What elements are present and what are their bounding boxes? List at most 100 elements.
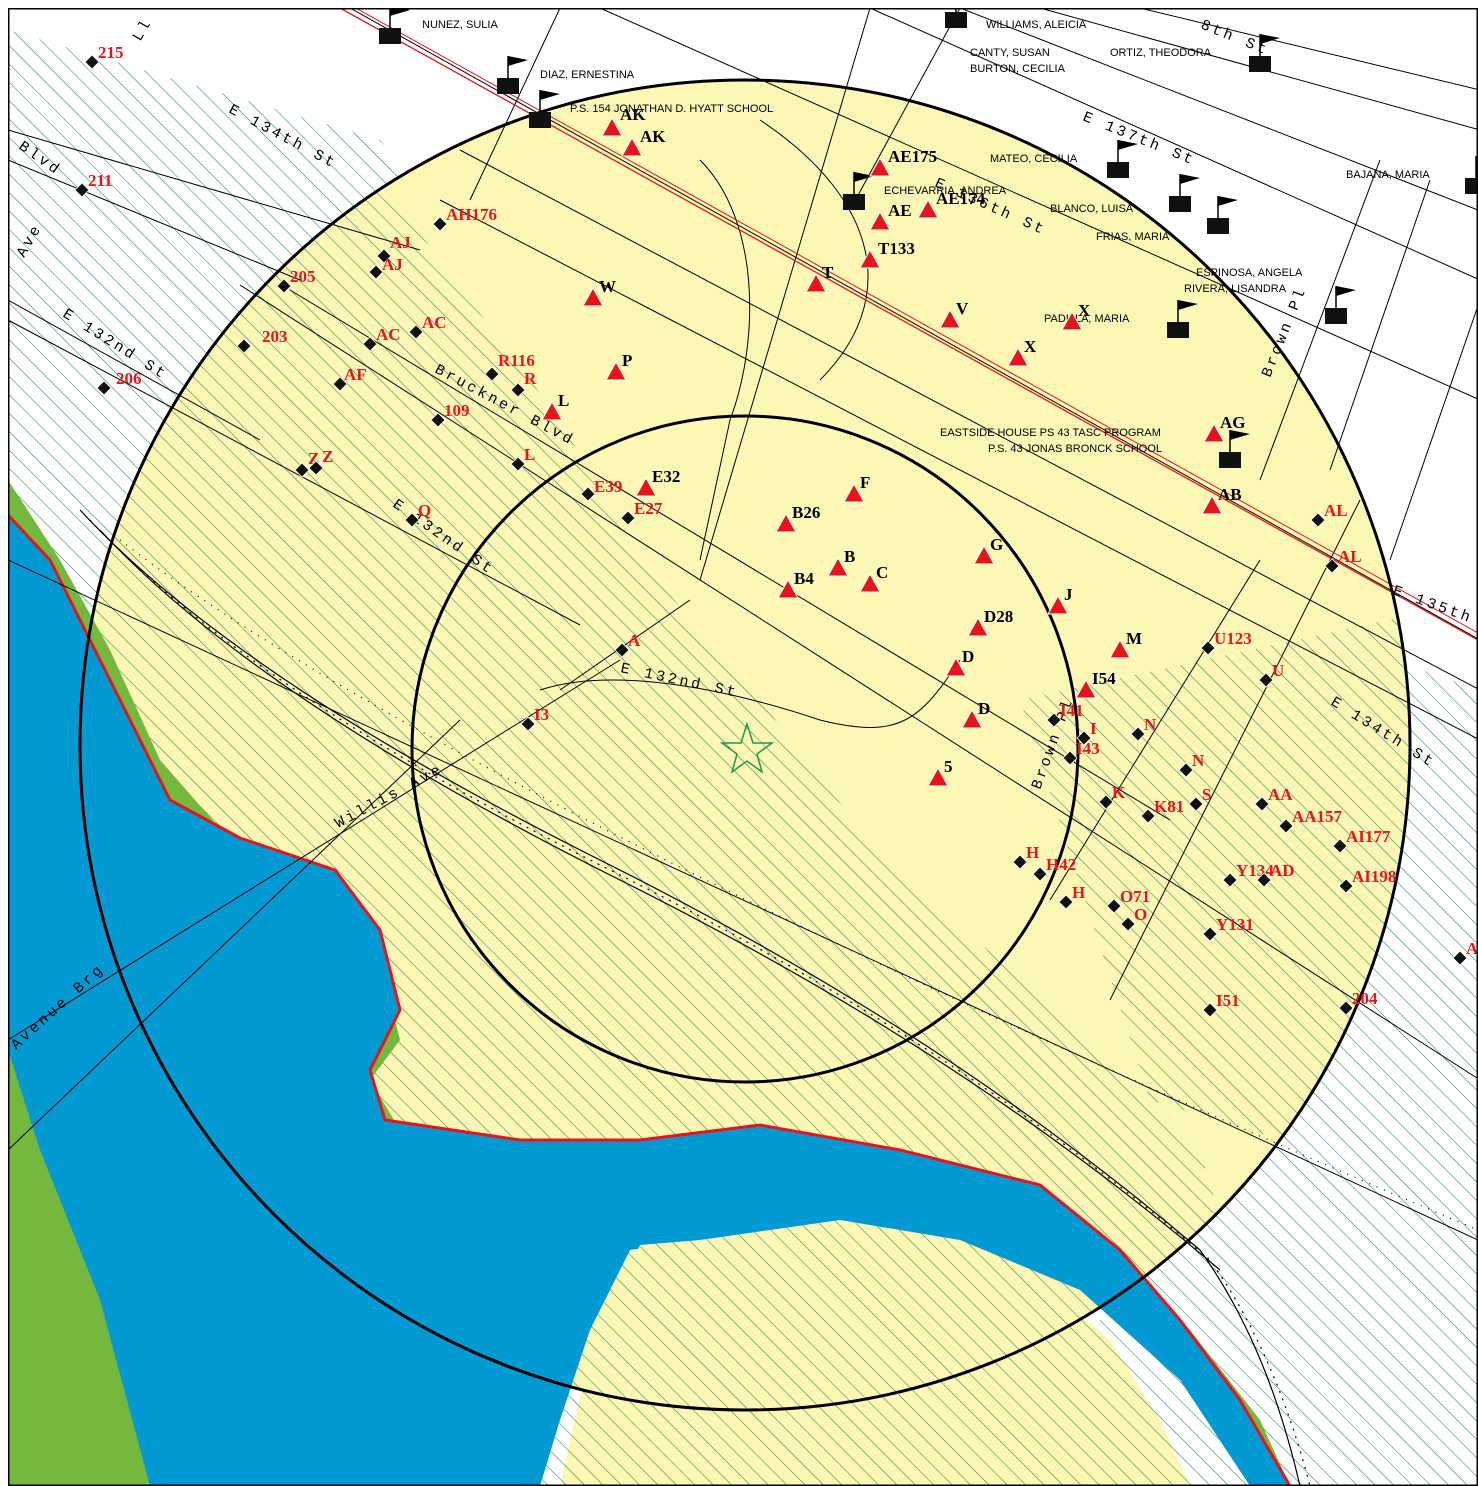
site-diamond-label: 205 <box>290 267 316 286</box>
site-center-star-icon <box>719 721 775 774</box>
receptor-label: BLANCO, LUISA <box>1050 203 1134 215</box>
site-diamond-label: S <box>1202 785 1211 804</box>
site-triangle-label: L <box>558 391 569 410</box>
site-diamond-icon <box>1032 866 1048 882</box>
receptor-label: BURTON, CECILIA <box>970 63 1066 75</box>
site-triangle-label: AE <box>888 201 912 220</box>
receptor-flag-icon <box>1249 34 1280 72</box>
site-diamond-icon <box>1256 872 1272 888</box>
site-triangle-icon <box>859 248 881 269</box>
site-diamond-label: AD <box>1270 861 1295 880</box>
site-diamond-label: K81 <box>1154 797 1184 816</box>
site-diamond-label: AI177 <box>1346 827 1391 846</box>
outer-radius-ring <box>78 78 1412 1412</box>
site-diamond-icon <box>1254 796 1270 812</box>
receptor-label: ESPINOSA, ANGELA <box>1196 267 1303 279</box>
site-triangle-icon <box>961 708 983 729</box>
receptor-label: ECHEVARRIA, ANDREA <box>884 185 1007 197</box>
receptor-label: P.S. 154 JONATHAN D. HYATT SCHOOL <box>570 103 773 115</box>
receptor-label: EASTSIDE HOUSE PS 43 TASC PROGRAM <box>940 427 1161 439</box>
site-diamond-icon <box>1062 750 1078 766</box>
site-triangle-icon <box>945 656 967 677</box>
site-diamond-icon <box>1258 672 1274 688</box>
site-triangle-icon <box>775 512 797 533</box>
site-triangle-label: I54 <box>1092 669 1116 688</box>
site-triangle-label: AK <box>640 127 666 146</box>
site-triangle-label: AK <box>620 105 646 124</box>
site-triangle-icon <box>967 616 989 637</box>
site-triangle-label: B26 <box>792 503 820 522</box>
site-diamond-label: I41 <box>1060 701 1084 720</box>
site-diamond-label: H42 <box>1046 855 1076 874</box>
site-diamond-label: AJ <box>390 233 411 252</box>
site-diamond-icon <box>484 366 500 382</box>
site-diamond-label: 215 <box>98 43 124 62</box>
site-diamond-icon <box>580 486 596 502</box>
site-triangle-label: M <box>1126 629 1142 648</box>
site-diamond-icon <box>1012 854 1028 870</box>
receptor-label: MATEO, CECILIA <box>990 153 1078 165</box>
site-diamond-icon <box>308 460 324 476</box>
site-triangle-icon <box>621 136 643 157</box>
site-diamond-icon <box>84 54 100 70</box>
site-triangle-icon <box>1075 678 1097 699</box>
site-triangle-icon <box>582 286 604 307</box>
site-triangle-icon <box>605 360 627 381</box>
site-triangle-label: G <box>990 535 1003 554</box>
site-diamond-icon <box>510 382 526 398</box>
site-triangle-icon <box>601 116 623 137</box>
receptor-label: ORTIZ, THEODORA <box>1110 47 1212 59</box>
site-diamond-label: AF <box>344 365 367 384</box>
site-triangle-icon <box>1203 422 1225 443</box>
site-triangle-icon <box>859 572 881 593</box>
site-triangle-label: V <box>956 299 969 318</box>
railroad <box>79 509 1478 1486</box>
site-triangle-icon <box>1007 346 1029 367</box>
receptor-flag-icon <box>1167 300 1198 338</box>
site-diamond-icon <box>1120 916 1136 932</box>
receptor-label: P.S. 43 JONAS BRONCK SCHOOL <box>988 443 1162 455</box>
receptor-flag-icon <box>1325 286 1356 324</box>
receptor-label: RIVERA, LISANDRA <box>1184 283 1287 295</box>
site-diamond-label: R <box>524 369 537 388</box>
site-triangle-icon <box>927 766 949 787</box>
inner-radius-ring <box>410 414 1080 1084</box>
site-diamond-icon <box>1178 762 1194 778</box>
site-diamond-icon <box>1202 1002 1218 1018</box>
site-triangle-icon <box>843 482 865 503</box>
site-diamond-icon <box>1058 894 1074 910</box>
site-diamond-label: Y131 <box>1216 915 1254 934</box>
site-diamond-label: I51 <box>1216 991 1240 1010</box>
site-triangle-label: T133 <box>878 239 915 258</box>
site-diamond-label: AH176 <box>446 205 497 224</box>
site-diamond-icon <box>432 216 448 232</box>
site-triangle-label: C <box>876 563 888 582</box>
site-diamond-label: K <box>1112 783 1126 802</box>
site-diamond-icon <box>1222 872 1238 888</box>
site-diamond-icon <box>368 264 384 280</box>
shoreline <box>8 513 1292 1486</box>
site-diamond-label: I3 <box>534 705 549 724</box>
site-diamond-icon <box>1130 726 1146 742</box>
receptor-label: DIAZ, ERNESTINA <box>540 69 635 81</box>
site-triangle-label: D <box>978 699 990 718</box>
site-triangle-label: D28 <box>984 607 1013 626</box>
site-diamond-icon <box>1278 818 1294 834</box>
site-diamond-label: A <box>1466 939 1478 958</box>
site-triangle-icon <box>805 272 827 293</box>
site-diamond-icon <box>1452 950 1468 966</box>
site-diamond-icon <box>520 716 536 732</box>
site-diamond-label: I43 <box>1076 739 1100 758</box>
site-diamond-icon <box>1332 838 1348 854</box>
site-triangle-icon <box>827 556 849 577</box>
site-triangle-icon <box>777 578 799 599</box>
site-triangle-label: AG <box>1220 413 1246 432</box>
site-diamond-label: AC <box>376 325 401 344</box>
receptor-label: WILLIAMS, ALEICIA <box>986 19 1087 31</box>
site-diamond-label: Q <box>418 501 431 520</box>
receptor-flag-icon <box>1107 140 1138 178</box>
site-triangle-label: E32 <box>652 467 680 486</box>
site-diamond-icon <box>1310 512 1326 528</box>
site-diamond-icon <box>1140 808 1156 824</box>
site-triangle-label: P <box>622 351 632 370</box>
